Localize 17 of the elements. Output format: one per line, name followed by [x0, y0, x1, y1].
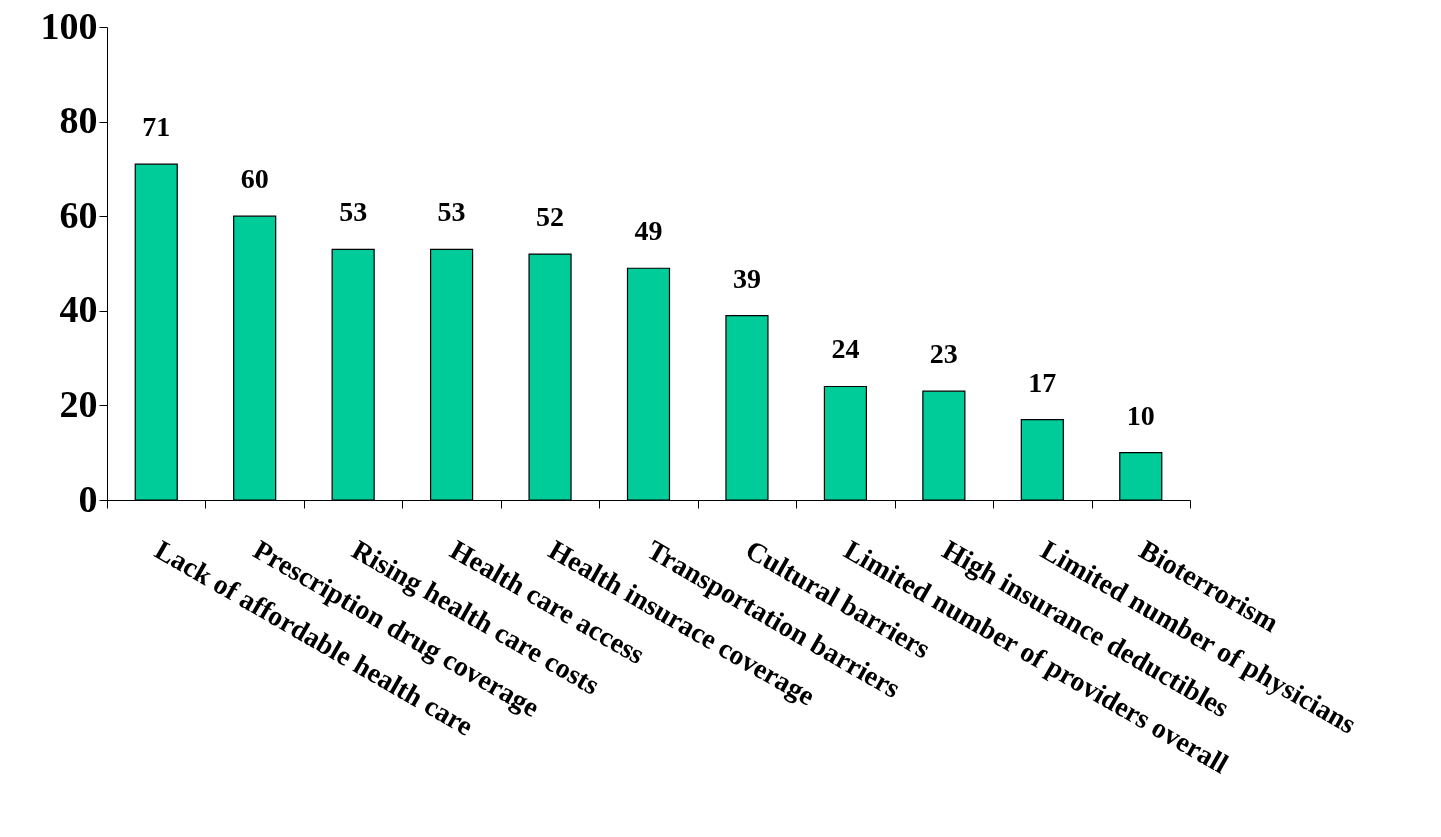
- data-label: 49: [634, 215, 663, 247]
- data-label: 23: [929, 338, 958, 370]
- y-tick-label: 80: [59, 99, 98, 142]
- y-tick-label: 40: [59, 288, 98, 331]
- data-label: 53: [339, 196, 368, 228]
- data-label: 60: [240, 163, 269, 195]
- data-label: 71: [142, 111, 171, 143]
- data-label: 52: [536, 201, 565, 233]
- y-tick-label: 0: [78, 477, 98, 520]
- data-label: 17: [1028, 366, 1057, 398]
- y-tick-label: 100: [40, 4, 98, 47]
- y-tick-label: 60: [59, 193, 98, 236]
- data-label: 39: [732, 262, 761, 294]
- data-label: 24: [831, 333, 860, 365]
- data-label: 10: [1126, 399, 1155, 431]
- data-label: 53: [437, 196, 466, 228]
- y-tick-label: 20: [59, 382, 98, 425]
